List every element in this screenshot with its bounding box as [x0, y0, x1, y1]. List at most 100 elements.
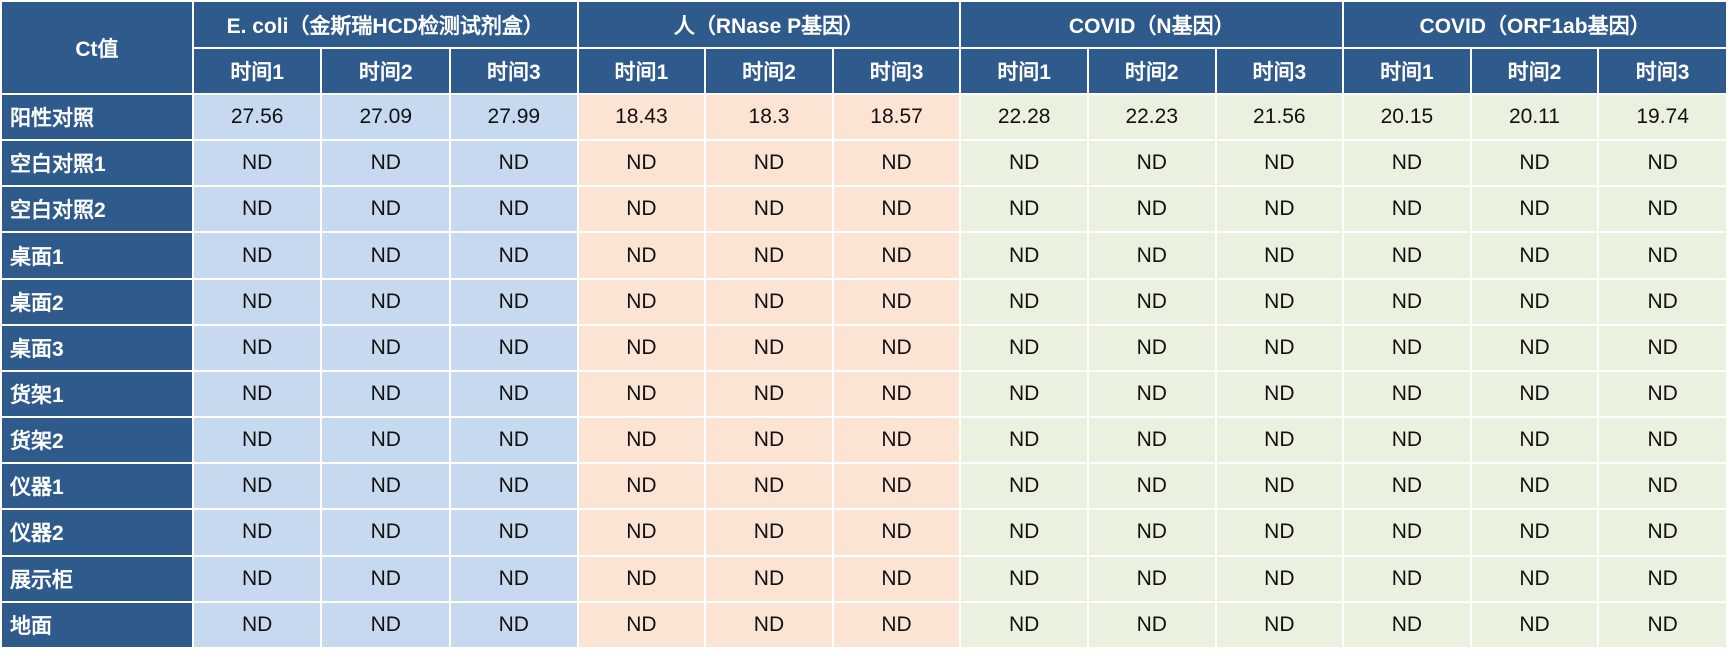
- ct-value-cell: 27.09: [320, 92, 452, 142]
- ct-value-cell: 22.28: [959, 92, 1089, 142]
- ct-value-cell: ND: [1086, 185, 1217, 234]
- ct-value-cell: ND: [1342, 231, 1472, 280]
- ct-value-cell: ND: [320, 600, 452, 649]
- ct-value-cell: ND: [576, 139, 707, 188]
- ct-value-cell: 20.15: [1342, 92, 1472, 142]
- ct-value-cell: ND: [449, 462, 579, 511]
- ct-value-cell: ND: [449, 369, 579, 419]
- ct-value-cell: ND: [831, 600, 962, 649]
- table-row: 桌面1 ND ND ND ND ND ND ND ND ND ND ND ND: [0, 231, 1728, 280]
- table-row: 空白对照1 ND ND ND ND ND ND ND ND ND ND ND ND: [0, 139, 1728, 188]
- table-row: 仪器1 ND ND ND ND ND ND ND ND ND ND ND ND: [0, 462, 1728, 511]
- ct-value-cell: ND: [449, 323, 579, 372]
- ct-value-cell: ND: [1597, 323, 1728, 372]
- ct-value-cell: ND: [959, 277, 1089, 326]
- row-label: 桌面3: [0, 323, 194, 372]
- ct-value-cell: 27.56: [191, 92, 323, 142]
- ct-value-cell: ND: [191, 231, 323, 280]
- ct-value-cell: 19.74: [1597, 92, 1728, 142]
- group-header-human-rnasep: 人（RNase P基因）: [576, 0, 962, 49]
- ct-value-cell: ND: [1214, 600, 1345, 649]
- ct-value-cell: ND: [449, 277, 579, 326]
- ct-value-cell: ND: [704, 139, 834, 188]
- table-row: 阳性对照 27.56 27.09 27.99 18.43 18.3 18.57 22.28 22…: [0, 92, 1728, 142]
- sub-header-time2: 时间2: [704, 47, 834, 95]
- ct-value-cell: ND: [1342, 185, 1472, 234]
- ct-value-cell: ND: [831, 416, 962, 465]
- ct-value-cell: ND: [704, 508, 834, 557]
- ct-value-cell: ND: [831, 185, 962, 234]
- ct-value-cell: ND: [704, 185, 834, 234]
- ct-value-cell: ND: [831, 277, 962, 326]
- ct-value-cell: ND: [959, 369, 1089, 419]
- ct-value-cell: ND: [449, 139, 579, 188]
- ct-value-cell: 18.43: [576, 92, 707, 142]
- ct-value-cell: ND: [191, 323, 323, 372]
- row-label: 空白对照1: [0, 139, 194, 188]
- ct-value-cell: ND: [959, 231, 1089, 280]
- ct-value-cell: ND: [191, 508, 323, 557]
- ct-value-cell: ND: [1342, 323, 1472, 372]
- ct-value-cell: ND: [831, 369, 962, 419]
- ct-value-cell: ND: [1086, 323, 1217, 372]
- ct-value-cell: ND: [1597, 139, 1728, 188]
- ct-value-cell: ND: [576, 277, 707, 326]
- ct-value-cell: ND: [1469, 277, 1600, 326]
- group-header-covid-orf1ab: COVID（ORF1ab基因）: [1342, 0, 1728, 49]
- row-label: 货架2: [0, 416, 194, 465]
- ct-value-cell: ND: [831, 139, 962, 188]
- ct-value-cell: ND: [576, 554, 707, 603]
- row-label: 桌面1: [0, 231, 194, 280]
- ct-value-cell: ND: [320, 323, 452, 372]
- ct-value-cell: ND: [831, 554, 962, 603]
- ct-value-cell: ND: [191, 554, 323, 603]
- ct-value-cell: ND: [959, 600, 1089, 649]
- ct-value-cell: ND: [1469, 231, 1600, 280]
- ct-value-cell: ND: [1214, 139, 1345, 188]
- ct-value-cell: ND: [831, 323, 962, 372]
- ct-value-cell: ND: [1342, 277, 1472, 326]
- ct-value-cell: ND: [959, 508, 1089, 557]
- ct-value-cell: ND: [1214, 277, 1345, 326]
- ct-value-cell: 18.57: [831, 92, 962, 142]
- ct-value-cell: ND: [320, 554, 452, 603]
- table-row: 空白对照2 ND ND ND ND ND ND ND ND ND ND ND ND: [0, 185, 1728, 234]
- ct-value-cell: ND: [1342, 369, 1472, 419]
- ct-value-cell: ND: [191, 462, 323, 511]
- row-label: 阳性对照: [0, 92, 194, 142]
- table-row: 货架2 ND ND ND ND ND ND ND ND ND ND ND ND: [0, 416, 1728, 465]
- ct-value-cell: ND: [831, 462, 962, 511]
- ct-value-cell: ND: [449, 554, 579, 603]
- ct-value-cell: ND: [1597, 369, 1728, 419]
- ct-value-cell: ND: [704, 231, 834, 280]
- table-row: 桌面3 ND ND ND ND ND ND ND ND ND ND ND ND: [0, 323, 1728, 372]
- ct-value-cell: ND: [1469, 554, 1600, 603]
- ct-value-cell: ND: [191, 416, 323, 465]
- ct-value-cell: ND: [1469, 185, 1600, 234]
- ct-value-cell: ND: [449, 416, 579, 465]
- ct-value-cell: ND: [320, 369, 452, 419]
- ct-value-cell: ND: [191, 277, 323, 326]
- ct-value-cell: ND: [1597, 600, 1728, 649]
- sub-header-row: 时间1 时间2 时间3 时间1 时间2 时间3 时间1 时间2 时间3 时间1 时间2 时间3: [1, 47, 1728, 95]
- group-header-ecoli: E. coli（金斯瑞HCD检测试剂盒）: [191, 0, 579, 49]
- ct-value-cell: ND: [1342, 416, 1472, 465]
- ct-value-cell: ND: [1597, 554, 1728, 603]
- ct-value-cell: ND: [1342, 139, 1472, 188]
- ct-value-cell: ND: [320, 416, 452, 465]
- ct-value-cell: ND: [1086, 508, 1217, 557]
- table-row: 仪器2 ND ND ND ND ND ND ND ND ND ND ND ND: [0, 508, 1728, 557]
- ct-value-cell: ND: [1469, 462, 1600, 511]
- ct-value-cell: ND: [1086, 231, 1217, 280]
- ct-value-cell: ND: [576, 231, 707, 280]
- ct-value-cell: ND: [1342, 600, 1472, 649]
- ct-value-cell: ND: [831, 231, 962, 280]
- row-label: 空白对照2: [0, 185, 194, 234]
- ct-value-cell: ND: [576, 185, 707, 234]
- ct-value-cell: ND: [1214, 554, 1345, 603]
- ct-value-cell: ND: [1597, 508, 1728, 557]
- ct-value-cell: 20.11: [1469, 92, 1600, 142]
- row-label: 仪器1: [0, 462, 194, 511]
- ct-value-cell: ND: [1086, 369, 1217, 419]
- sub-header-time3: 时间3: [449, 47, 579, 95]
